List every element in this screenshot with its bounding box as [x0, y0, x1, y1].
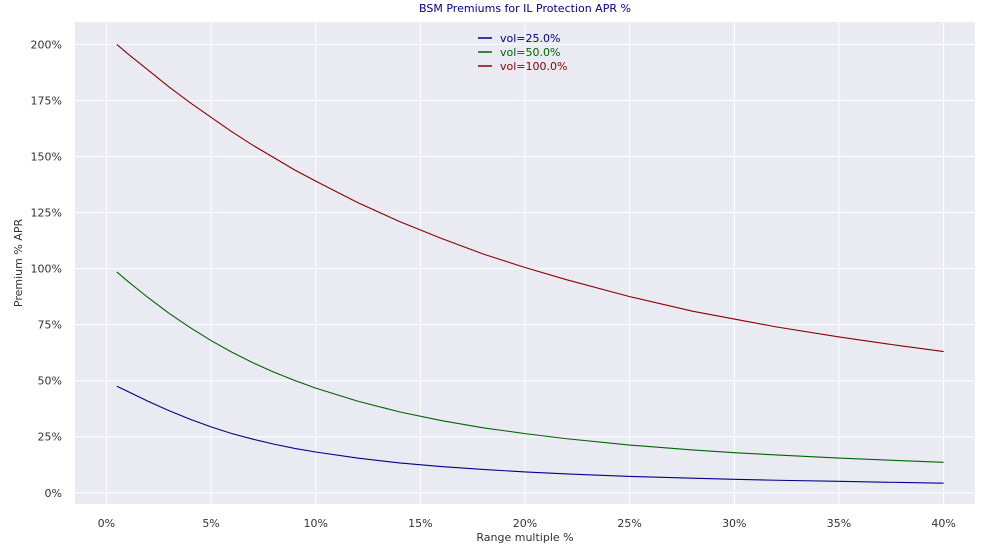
- legend-label: vol=100.0%: [500, 60, 567, 73]
- x-tick-label: 35%: [827, 517, 851, 530]
- x-ticks: 0% 5% 10% 15% 20% 25% 30% 35% 40%: [98, 517, 956, 530]
- series-line: [116, 44, 944, 353]
- series-line: [116, 271, 944, 463]
- legend: vol=25.0%vol=50.0%vol=100.0%: [478, 32, 567, 73]
- y-ticks: 0% 25% 50% 75% 100% 125% 150% 175% 200%: [31, 38, 62, 499]
- series-line: [116, 385, 944, 484]
- x-axis-label: Range multiple %: [476, 531, 573, 544]
- y-tick-label: 25%: [38, 431, 62, 444]
- y-tick-label: 200%: [31, 38, 62, 51]
- x-tick-label: 25%: [617, 517, 641, 530]
- x-tick-label: 0%: [98, 517, 115, 530]
- x-tick-label: 5%: [202, 517, 219, 530]
- x-tick-label: 30%: [722, 517, 746, 530]
- y-tick-label: 150%: [31, 151, 62, 164]
- x-tick-label: 40%: [931, 517, 955, 530]
- chart-title: BSM Premiums for IL Protection APR %: [419, 2, 631, 15]
- x-tick-label: 15%: [408, 517, 432, 530]
- y-tick-label: 175%: [31, 94, 62, 107]
- y-tick-label: 125%: [31, 207, 62, 220]
- grid: [75, 22, 975, 504]
- y-tick-label: 75%: [38, 319, 62, 332]
- series-lines: [116, 44, 944, 484]
- y-tick-label: 0%: [45, 487, 62, 500]
- legend-label: vol=50.0%: [500, 46, 560, 59]
- y-tick-label: 100%: [31, 263, 62, 276]
- x-tick-label: 10%: [303, 517, 327, 530]
- y-axis-label: Premium % APR: [12, 219, 25, 308]
- y-tick-label: 50%: [38, 375, 62, 388]
- x-tick-label: 20%: [513, 517, 537, 530]
- legend-label: vol=25.0%: [500, 32, 560, 45]
